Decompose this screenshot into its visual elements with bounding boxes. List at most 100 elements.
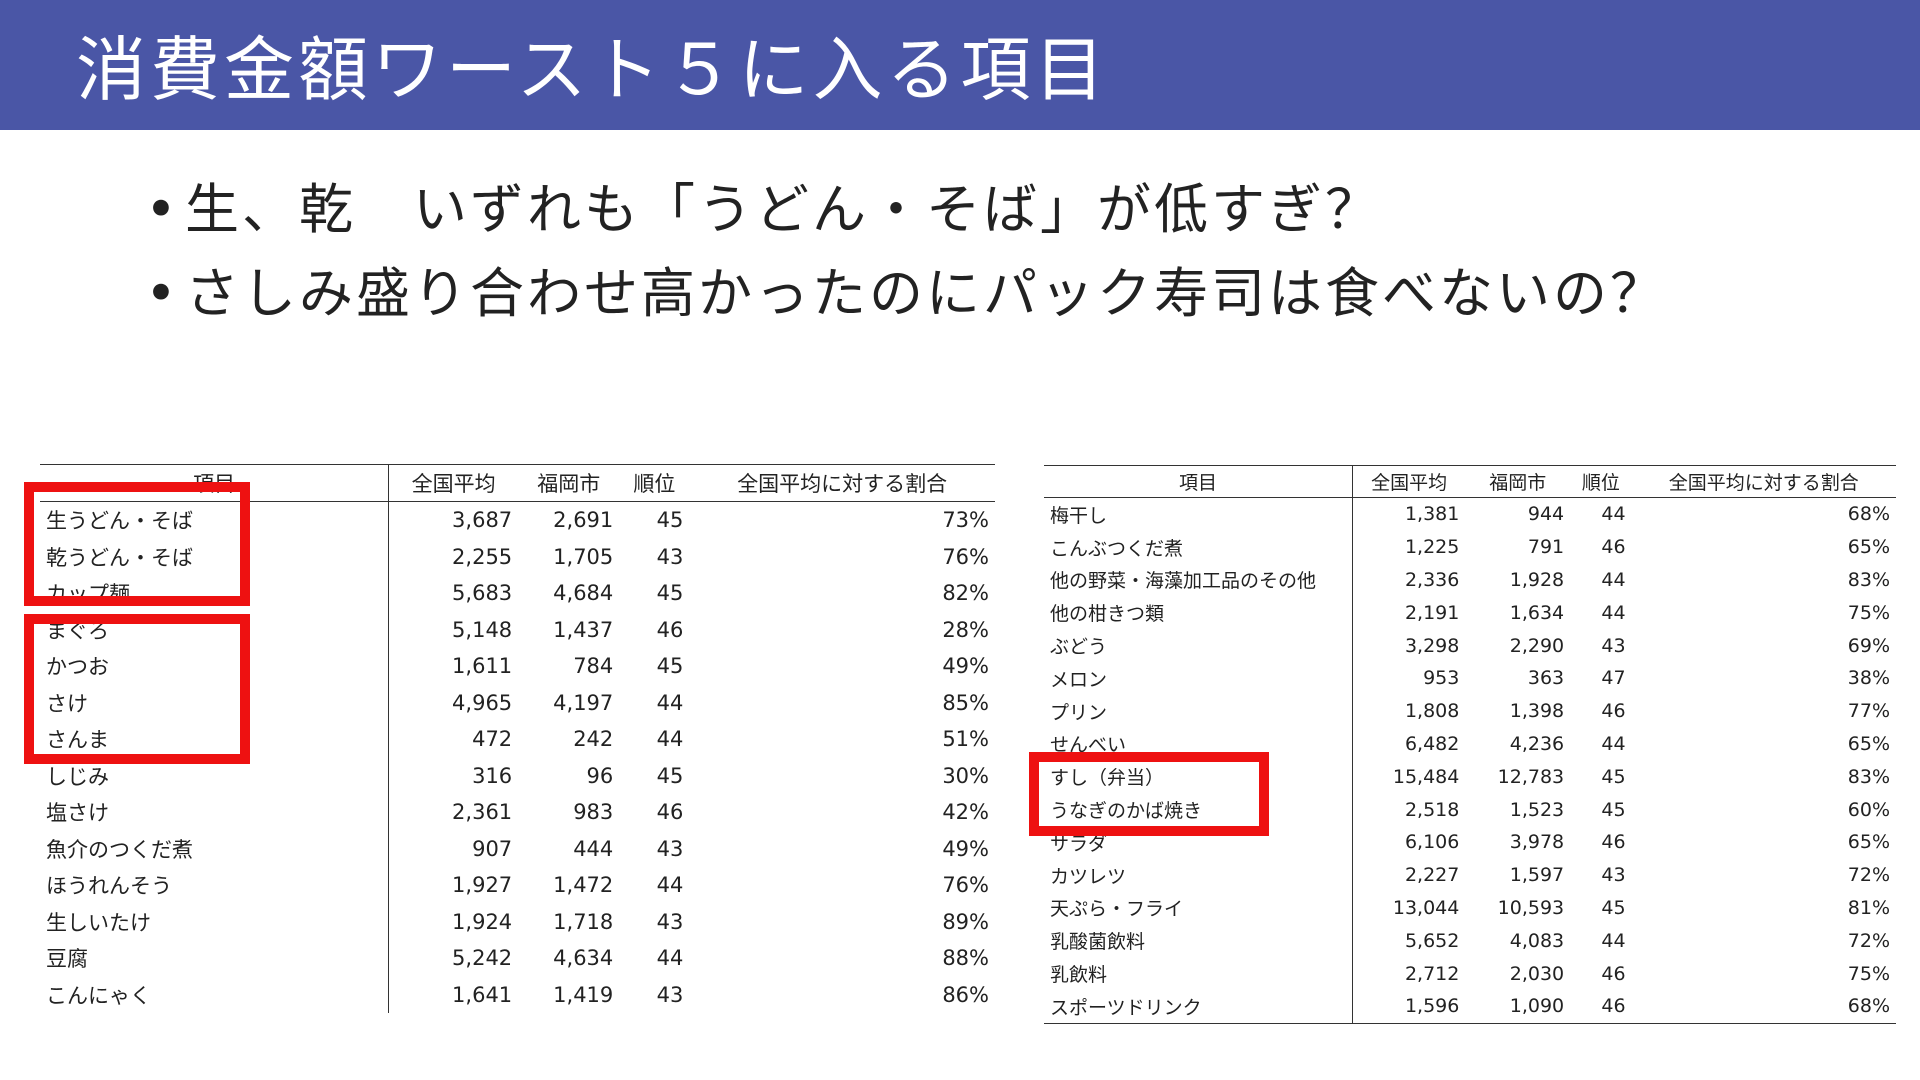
header-national-avg: 全国平均 xyxy=(1371,472,1448,494)
cell-fukuoka: 1,437 xyxy=(553,617,614,642)
cell-rank: 45 xyxy=(1601,896,1626,919)
header-fukuoka: 福岡市 xyxy=(1489,472,1547,494)
cell-fukuoka: 1,398 xyxy=(1509,700,1565,723)
cell-rank: 44 xyxy=(656,690,684,715)
cell-rank: 44 xyxy=(1601,503,1626,526)
cell-fukuoka: 3,978 xyxy=(1509,831,1565,854)
bullet-dot-icon: • xyxy=(145,262,180,325)
cell-fukuoka: 1,090 xyxy=(1465,989,1571,1024)
cell-national-avg: 2,191 xyxy=(1404,601,1460,624)
cell-rank: 43 xyxy=(656,909,684,934)
table-row: 他の柑きつ類 2,191 1,634 44 75% xyxy=(1044,596,1896,630)
cell-item: すし（弁当） xyxy=(1044,760,1353,794)
cell-item: カツレツ xyxy=(1044,858,1353,892)
cell-fukuoka: 1,634 xyxy=(1509,601,1565,624)
cell-item: 豆腐 xyxy=(40,940,389,977)
cell-ratio: 82% xyxy=(942,581,989,606)
cell-national-avg: 6,106 xyxy=(1404,831,1460,854)
table-row: かつお 1,611 784 45 49% xyxy=(40,648,995,685)
cell-item: 梅干し xyxy=(1044,497,1353,531)
cell-ratio: 73% xyxy=(942,508,989,533)
table-row: カツレツ 2,227 1,597 43 72% xyxy=(1044,858,1896,892)
cell-rank: 43 xyxy=(1601,864,1626,887)
cell-ratio: 68% xyxy=(1631,989,1896,1024)
cell-fukuoka: 1,597 xyxy=(1509,864,1565,887)
table-row: サラダ 6,106 3,978 46 65% xyxy=(1044,825,1896,859)
cell-ratio: 83% xyxy=(1847,765,1890,788)
left-table-panel: 項目 全国平均 福岡市 順位 全国平均に対する割合 生うどん・そば 3,687 2,… xyxy=(40,464,995,1013)
table-row: ぶどう 3,298 2,290 43 69% xyxy=(1044,629,1896,662)
cell-rank: 46 xyxy=(1601,700,1626,723)
cell-fukuoka: 1,718 xyxy=(553,909,614,934)
cell-rank: 44 xyxy=(1601,929,1626,952)
cell-fukuoka: 4,197 xyxy=(553,690,614,715)
cell-national-avg: 2,712 xyxy=(1404,962,1460,985)
cell-item: サラダ xyxy=(1044,825,1353,859)
cell-national-avg: 5,683 xyxy=(452,581,513,606)
cell-rank: 44 xyxy=(656,873,684,898)
right-table-panel: 項目 全国平均 福岡市 順位 全国平均に対する割合 梅干し 1,381 944 44 6… xyxy=(1044,465,1896,1024)
cell-rank: 46 xyxy=(1601,962,1626,985)
cell-national-avg: 6,482 xyxy=(1404,732,1460,755)
table-row: メロン 953 363 47 38% xyxy=(1044,661,1896,695)
table-row: せんべい 6,482 4,236 44 65% xyxy=(1044,727,1896,761)
table-row: すし（弁当） 15,484 12,783 45 83% xyxy=(1044,760,1896,794)
cell-national-avg: 1,927 xyxy=(452,873,513,898)
cell-item: まぐろ xyxy=(40,611,389,648)
cell-ratio: 89% xyxy=(942,909,989,934)
cell-item: 乾うどん・そば xyxy=(40,538,389,575)
cell-rank: 44 xyxy=(1601,568,1626,591)
cell-item: こんぶつくだ煮 xyxy=(1044,530,1353,564)
cell-national-avg: 1,596 xyxy=(1352,989,1466,1024)
cell-ratio: 51% xyxy=(942,727,989,752)
cell-rank: 45 xyxy=(656,654,684,679)
cell-ratio: 49% xyxy=(942,836,989,861)
cell-national-avg: 1,924 xyxy=(452,909,513,934)
slide-title: 消費金額ワースト５に入る項目 xyxy=(76,29,1109,111)
cell-fukuoka: 1,523 xyxy=(1509,798,1565,821)
table-row: 乾うどん・そば 2,255 1,705 43 76% xyxy=(40,538,995,575)
cell-fukuoka: 444 xyxy=(573,836,614,861)
cell-rank: 45 xyxy=(656,763,684,788)
cell-ratio: 28% xyxy=(942,617,989,642)
cell-ratio: 65% xyxy=(1847,732,1890,755)
table-row: こんにゃく 1,641 1,419 43 86% xyxy=(40,976,995,1013)
cell-national-avg: 5,652 xyxy=(1404,929,1460,952)
cell-ratio: 81% xyxy=(1847,896,1890,919)
cell-item: 他の柑きつ類 xyxy=(1044,596,1353,630)
header-rank: 順位 xyxy=(633,472,676,496)
cell-national-avg: 1,641 xyxy=(452,982,513,1007)
cell-rank: 47 xyxy=(1601,667,1626,690)
cell-rank: 45 xyxy=(656,508,684,533)
cell-rank: 44 xyxy=(656,727,684,752)
cell-fukuoka: 791 xyxy=(1527,536,1565,559)
table-row: カップ麺 5,683 4,684 45 82% xyxy=(40,575,995,612)
header-item: 項目 xyxy=(40,464,389,502)
cell-ratio: 85% xyxy=(942,690,989,715)
cell-national-avg: 15,484 xyxy=(1392,765,1460,788)
cell-ratio: 65% xyxy=(1847,536,1890,559)
bullet-item: •さしみ盛り合わせ高かったのにパック寿司は食べないの？ xyxy=(145,252,1667,336)
cell-rank: 46 xyxy=(1601,831,1626,854)
cell-item: こんにゃく xyxy=(40,976,389,1013)
cell-rank: 43 xyxy=(656,836,684,861)
cell-ratio: 83% xyxy=(1847,568,1890,591)
cell-national-avg: 316 xyxy=(472,763,513,788)
cell-item: しじみ xyxy=(40,757,389,794)
table-row: 乳酸菌飲料 5,652 4,083 44 72% xyxy=(1044,924,1896,958)
cell-national-avg: 907 xyxy=(472,836,513,861)
bullet-dot-icon: • xyxy=(145,178,180,241)
bullet-text: 生、乾 いずれも「うどん・そば」が低すぎ？ xyxy=(185,178,1382,241)
cell-item: さんま xyxy=(40,721,389,758)
header-ratio: 全国平均に対する割合 xyxy=(737,472,948,496)
cell-rank: 45 xyxy=(656,581,684,606)
table-row: こんぶつくだ煮 1,225 791 46 65% xyxy=(1044,530,1896,564)
cell-fukuoka: 2,030 xyxy=(1509,962,1565,985)
table-row: さんま 472 242 44 51% xyxy=(40,721,995,758)
header-ratio: 全国平均に対する割合 xyxy=(1668,472,1859,494)
cell-rank: 46 xyxy=(656,617,684,642)
cell-ratio: 76% xyxy=(942,873,989,898)
cell-national-avg: 3,298 xyxy=(1404,634,1460,657)
cell-ratio: 68% xyxy=(1847,503,1890,526)
cell-item: 生しいたけ xyxy=(40,903,389,940)
